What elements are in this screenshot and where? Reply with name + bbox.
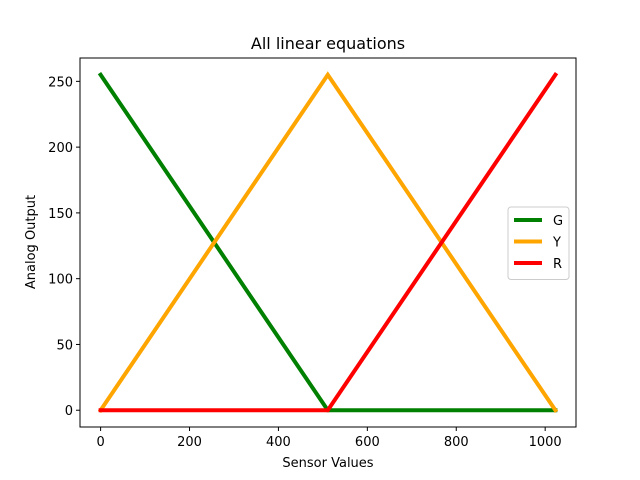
y-tick-label: 100	[48, 273, 73, 288]
x-tick-label: 600	[355, 435, 380, 450]
legend: GYR	[507, 206, 570, 280]
x-tick-label: 400	[266, 435, 291, 450]
x-axis: 0 200 400 600 800 1000	[96, 427, 562, 450]
y-axis: 0 50 100 150 200 250	[48, 75, 80, 419]
y-tick-label: 200	[48, 141, 73, 156]
x-tick-label: 200	[177, 435, 202, 450]
chart-title: All linear equations	[251, 34, 405, 53]
plot-area	[97, 71, 559, 414]
series-line-g	[97, 71, 558, 413]
x-tick-label: 0	[96, 435, 104, 450]
y-axis-title: Analog Output	[24, 195, 39, 289]
y-tick-label: 0	[65, 404, 73, 419]
legend-label-y: Y	[552, 236, 561, 251]
legend-label-r: R	[553, 257, 562, 272]
x-axis-title: Sensor Values	[282, 456, 373, 471]
y-tick-label: 250	[48, 75, 73, 90]
axes-frame	[79, 57, 577, 428]
x-tick-label: 1000	[529, 435, 562, 450]
series-line-r	[98, 71, 559, 413]
y-tick-label: 150	[48, 207, 73, 222]
y-tick-label: 50	[56, 338, 73, 353]
series-line-y	[97, 71, 559, 414]
legend-label-g: G	[553, 214, 563, 229]
x-tick-label: 800	[444, 435, 469, 450]
